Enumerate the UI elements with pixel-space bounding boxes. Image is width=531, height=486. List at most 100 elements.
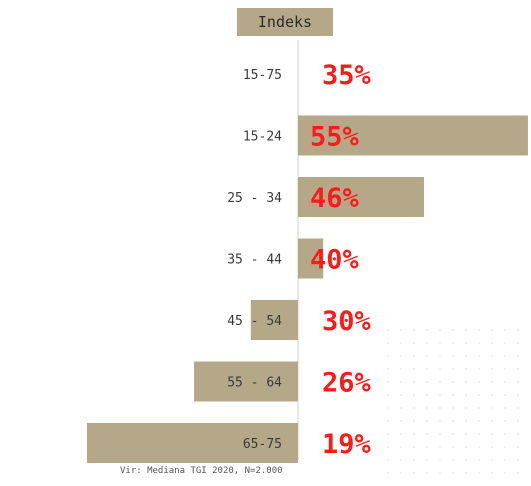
- category-label: 65-75: [243, 437, 282, 452]
- decorative-dot: [426, 381, 428, 383]
- decorative-dot: [413, 368, 415, 370]
- category-label: 25 - 34: [227, 191, 282, 206]
- decorative-dot: [491, 446, 493, 448]
- decorative-dot: [478, 472, 480, 474]
- decorative-dot: [517, 407, 519, 409]
- decorative-dot: [478, 329, 480, 331]
- decorative-dot: [439, 381, 441, 383]
- decorative-dot: [426, 433, 428, 435]
- decorative-dot: [504, 420, 506, 422]
- decorative-dot: [439, 368, 441, 370]
- decorative-dot: [400, 446, 402, 448]
- decorative-dot: [387, 355, 389, 357]
- decorative-dot: [452, 342, 454, 344]
- bar: [194, 361, 298, 402]
- decorative-dot: [439, 394, 441, 396]
- decorative-dot: [426, 472, 428, 474]
- decorative-dot: [413, 472, 415, 474]
- decorative-dot: [439, 459, 441, 461]
- decorative-dot: [491, 459, 493, 461]
- decorative-dot: [452, 420, 454, 422]
- decorative-dot: [452, 394, 454, 396]
- decorative-dot: [413, 459, 415, 461]
- value-label: 35%: [322, 60, 372, 91]
- decorative-dot: [387, 394, 389, 396]
- decorative-dot: [413, 355, 415, 357]
- index-header-box: Indeks: [237, 8, 333, 36]
- source-footnote: Vir: Mediana TGI 2020, N=2.000: [120, 466, 283, 476]
- decorative-dot: [426, 342, 428, 344]
- decorative-dot: [387, 381, 389, 383]
- decorative-dot: [439, 446, 441, 448]
- decorative-dot: [452, 407, 454, 409]
- decorative-dot: [517, 342, 519, 344]
- decorative-dot: [426, 459, 428, 461]
- decorative-dot: [478, 394, 480, 396]
- decorative-dot: [465, 472, 467, 474]
- decorative-dot: [400, 420, 402, 422]
- value-label: 55%: [310, 122, 360, 153]
- decorative-dot: [387, 407, 389, 409]
- decorative-dot: [426, 355, 428, 357]
- category-label: 15-24: [243, 130, 282, 145]
- decorative-dot: [387, 459, 389, 461]
- decorative-dot: [491, 472, 493, 474]
- decorative-dot: [491, 329, 493, 331]
- decorative-dot: [478, 420, 480, 422]
- decorative-dot: [439, 355, 441, 357]
- decorative-dot: [439, 342, 441, 344]
- value-label: 40%: [310, 245, 360, 276]
- decorative-dot: [517, 433, 519, 435]
- category-label: 35 - 44: [227, 253, 282, 268]
- decorative-dot: [517, 472, 519, 474]
- decorative-dot: [491, 368, 493, 370]
- decorative-dot: [504, 368, 506, 370]
- decorative-dot: [439, 407, 441, 409]
- decorative-dot: [465, 355, 467, 357]
- decorative-dot: [465, 329, 467, 331]
- decorative-dot: [426, 329, 428, 331]
- decorative-dot: [478, 355, 480, 357]
- decorative-dot: [504, 355, 506, 357]
- decorative-dot: [387, 420, 389, 422]
- category-label: 45 - 54: [227, 314, 282, 329]
- category-label: 15-75: [243, 68, 282, 83]
- decorative-dot: [517, 446, 519, 448]
- decorative-dot: [491, 433, 493, 435]
- decorative-dot: [491, 394, 493, 396]
- decorative-dot: [400, 433, 402, 435]
- decorative-dot: [517, 329, 519, 331]
- decorative-dot: [465, 420, 467, 422]
- decorative-dot: [504, 407, 506, 409]
- decorative-dot: [400, 342, 402, 344]
- value-label: 46%: [310, 183, 360, 214]
- decorative-dot: [517, 459, 519, 461]
- decorative-dot: [439, 472, 441, 474]
- decorative-dot: [387, 446, 389, 448]
- decorative-dot: [426, 407, 428, 409]
- decorative-dot: [452, 368, 454, 370]
- decorative-dot: [465, 407, 467, 409]
- decorative-dot: [413, 446, 415, 448]
- decorative-dot: [400, 355, 402, 357]
- decorative-dot: [517, 420, 519, 422]
- decorative-dot: [452, 329, 454, 331]
- value-label: 30%: [322, 306, 372, 337]
- decorative-dot: [452, 433, 454, 435]
- decorative-dot: [478, 459, 480, 461]
- decorative-dot: [465, 394, 467, 396]
- decorative-dot: [452, 355, 454, 357]
- decorative-dot: [413, 420, 415, 422]
- decorative-dot: [517, 381, 519, 383]
- decorative-dot: [478, 433, 480, 435]
- decorative-dot: [439, 329, 441, 331]
- decorative-dot: [465, 368, 467, 370]
- decorative-dot: [504, 433, 506, 435]
- index-header-label: Indeks: [257, 13, 313, 31]
- category-label: 55 - 64: [227, 376, 282, 391]
- decorative-dot: [504, 381, 506, 383]
- decorative-dot: [387, 329, 389, 331]
- decorative-dot: [504, 342, 506, 344]
- decorative-dot: [465, 342, 467, 344]
- decorative-dot: [504, 459, 506, 461]
